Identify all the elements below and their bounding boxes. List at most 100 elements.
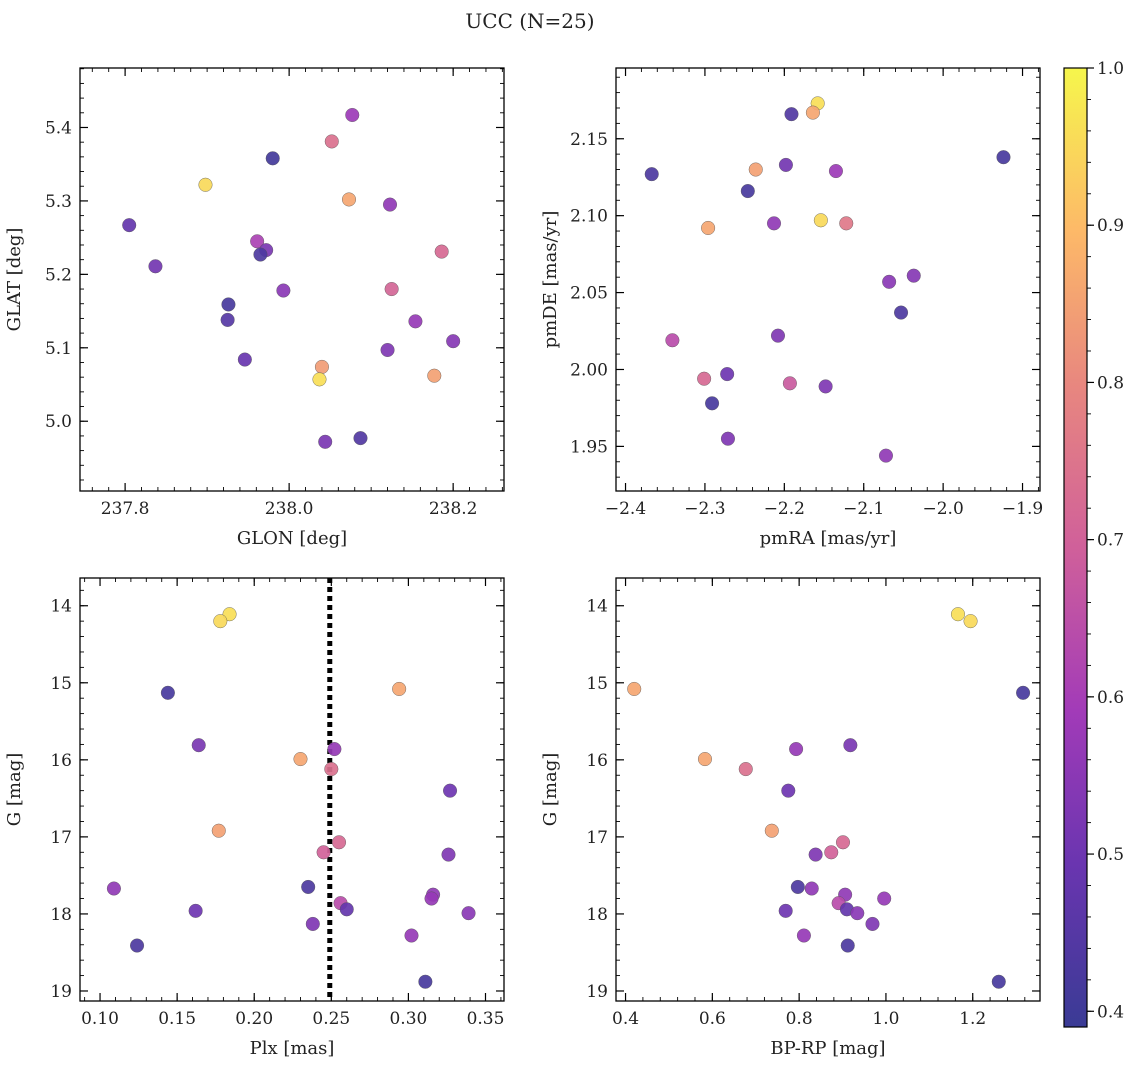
scatter-point xyxy=(345,107,360,122)
scatter-point xyxy=(250,234,265,249)
scatter-point xyxy=(160,685,175,700)
x-axis-label: GLON [deg] xyxy=(237,528,347,549)
minor-ticks xyxy=(616,578,1040,1001)
y-tick-label: 17 xyxy=(50,828,72,848)
scatter-point xyxy=(332,835,347,850)
y-tick-label: 15 xyxy=(50,674,72,694)
scatter-point xyxy=(380,343,395,358)
scatter-point xyxy=(878,448,893,463)
y-tick-label: 1.95 xyxy=(570,437,608,457)
scatter-point xyxy=(813,213,828,228)
scatter-point xyxy=(877,891,892,906)
scatter-point xyxy=(221,297,236,312)
scatter-point xyxy=(644,167,659,182)
y-axis-label: GLAT [deg] xyxy=(4,228,25,332)
panel-glon-glat: 237.8 238.0 238.2 5.0 5.1 5.2 5.3 5.4 GLON [deg]… xyxy=(4,67,505,549)
scatter-point xyxy=(894,305,909,320)
x-tick-label: 238.0 xyxy=(265,499,314,519)
scatter-point xyxy=(778,903,793,918)
x-axis-label: BP-RP [mag] xyxy=(770,1038,885,1059)
scatter-point xyxy=(443,783,458,798)
scatter-point xyxy=(790,879,805,894)
y-tick-label: 14 xyxy=(586,597,608,617)
y-axis-label: pmDE [mas/yr] xyxy=(540,211,561,349)
scatter-point xyxy=(408,314,423,329)
y-tick-label: 2.10 xyxy=(570,207,608,227)
scatter-point xyxy=(781,783,796,798)
scatter-point xyxy=(220,312,235,327)
x-tick-label: −2.3 xyxy=(684,499,725,519)
scatter-point xyxy=(198,177,213,192)
scatter-point xyxy=(748,162,763,177)
scatter-point xyxy=(991,974,1006,989)
scatter-point xyxy=(665,333,680,348)
points xyxy=(644,96,1011,463)
x-tick-label: 0.10 xyxy=(81,1009,119,1029)
colorbar-tick-label: 0.7 xyxy=(1097,531,1124,551)
colorbar-tick-label: 1.0 xyxy=(1097,59,1124,79)
scatter-point xyxy=(782,376,797,391)
minor-ticks xyxy=(80,578,504,1001)
scatter-point xyxy=(784,107,799,122)
scatter-point xyxy=(276,283,291,298)
panel-plx-g: 0.10 0.15 0.20 0.25 0.30 0.35 14 15 16 17 18 19 Plx … xyxy=(4,577,505,1059)
colorbar: 0.4 0.5 0.6 0.7 0.8 0.9 1.0 xyxy=(1063,59,1124,1028)
x-tick-label: 0.6 xyxy=(699,1009,726,1029)
y-tick-label: 19 xyxy=(586,982,608,1002)
scatter-point xyxy=(392,681,407,696)
axes-frame xyxy=(615,577,1041,1002)
scatter-point xyxy=(324,134,339,149)
x-tick-label: −2.2 xyxy=(764,499,805,519)
scatter-point xyxy=(404,928,419,943)
scatter-point xyxy=(237,352,252,367)
scatter-point xyxy=(720,431,735,446)
scatter-point xyxy=(353,431,368,446)
y-tick-label: 19 xyxy=(50,982,72,1002)
scatter-point xyxy=(839,216,854,231)
scatter-point xyxy=(808,847,823,862)
scatter-point xyxy=(293,752,308,767)
panel-bprp-g: 0.4 0.6 0.8 1.0 1.2 14 15 16 17 18 19 BP-RP [mag] G … xyxy=(540,577,1041,1059)
scatter-point xyxy=(906,268,921,283)
scatter-point xyxy=(191,738,206,753)
scatter-point xyxy=(818,379,833,394)
scatter-point xyxy=(882,274,897,289)
scatter-point xyxy=(835,835,850,850)
scatter-point xyxy=(850,906,865,921)
panel-pmra-pmde: −2.4 −2.3 −2.2 −2.1 −2.0 −1.9 1.95 2.00 2.05 2.10… xyxy=(540,67,1043,549)
y-tick-label: 2.05 xyxy=(570,284,608,304)
scatter-point xyxy=(843,738,858,753)
scatter-point xyxy=(697,752,712,767)
scatter-point xyxy=(341,192,356,207)
x-tick-label: 1.0 xyxy=(872,1009,899,1029)
scatter-point xyxy=(314,359,329,374)
figure-title: UCC (N=25) xyxy=(465,9,594,33)
scatter-point xyxy=(446,334,461,349)
y-tick-label: 15 xyxy=(586,674,608,694)
y-tick-label: 5.3 xyxy=(45,192,72,212)
scatter-point xyxy=(697,371,712,386)
scatter-point xyxy=(840,938,855,953)
points xyxy=(106,607,476,989)
scatter-point xyxy=(740,184,755,199)
x-tick-label: 0.20 xyxy=(235,1009,273,1029)
y-tick-label: 2.15 xyxy=(570,130,608,150)
scatter-point xyxy=(461,906,476,921)
minor-ticks xyxy=(616,68,1040,491)
y-tick-label: 17 xyxy=(586,828,608,848)
scatter-point xyxy=(789,742,804,757)
x-tick-label: −2.0 xyxy=(922,499,963,519)
axes-frame xyxy=(79,577,505,1002)
scatter-point xyxy=(804,881,819,896)
scatter-point xyxy=(767,216,782,231)
colorbar-gradient xyxy=(1063,67,1088,1028)
x-axis-label: Plx [mas] xyxy=(250,1038,335,1059)
scatter-point xyxy=(130,938,145,953)
scatter-point xyxy=(738,762,753,777)
y-tick-label: 2.00 xyxy=(570,360,608,380)
scatter-point xyxy=(805,105,820,120)
scatter-point xyxy=(383,197,398,212)
axes-frame xyxy=(615,67,1041,492)
x-tick-label: −1.9 xyxy=(1002,499,1043,519)
points xyxy=(627,607,1031,989)
